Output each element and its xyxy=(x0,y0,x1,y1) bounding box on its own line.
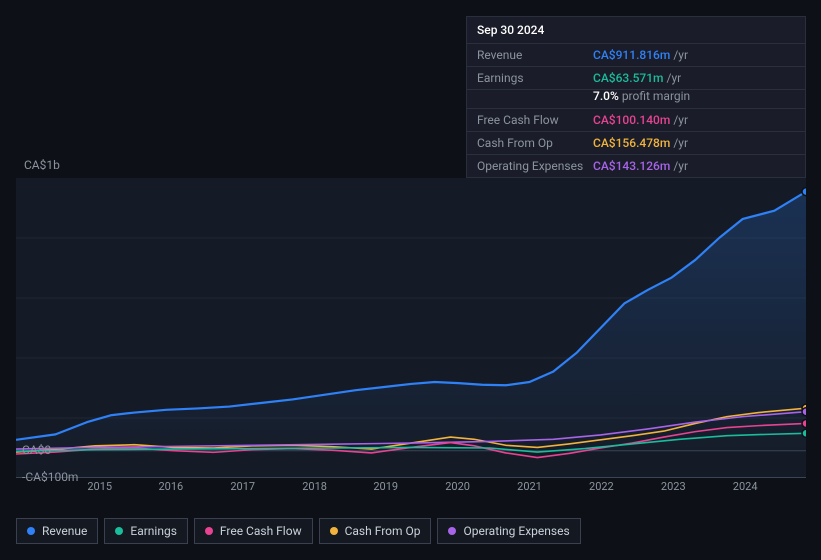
tooltip-row: RevenueCA$911.816m/yr xyxy=(467,44,805,67)
y-axis-zero-label: CA$0 xyxy=(22,443,51,457)
tooltip-row-value: CA$100.140m/yr xyxy=(593,113,688,127)
series-end-marker xyxy=(802,408,806,416)
x-tick: 2020 xyxy=(445,480,470,493)
x-tick: 2021 xyxy=(517,480,542,493)
legend-item-revenue[interactable]: Revenue xyxy=(16,518,98,544)
legend-dot-icon xyxy=(205,527,213,535)
tooltip-row-label: Cash From Op xyxy=(477,136,593,150)
tooltip-row-value: CA$911.816m/yr xyxy=(593,48,688,62)
legend-dot-icon xyxy=(330,527,338,535)
tooltip-row-value: CA$63.571m/yr xyxy=(593,71,681,85)
x-tick: 2015 xyxy=(87,480,112,493)
tooltip-subrow: 7.0% profit margin xyxy=(467,86,805,109)
tooltip-row-label: Free Cash Flow xyxy=(477,113,593,127)
chart-plot[interactable]: CA$0-CA$100m xyxy=(16,178,806,478)
x-tick: 2023 xyxy=(661,480,686,493)
legend-label: Revenue xyxy=(42,524,87,538)
chart-svg xyxy=(16,178,806,478)
tooltip-panel: Sep 30 2024 RevenueCA$911.816m/yrEarning… xyxy=(466,16,806,178)
tooltip-date: Sep 30 2024 xyxy=(467,17,805,44)
legend-label: Cash From Op xyxy=(345,524,421,538)
series-end-marker xyxy=(802,188,806,196)
legend-item-operating-expenses[interactable]: Operating Expenses xyxy=(437,518,580,544)
tooltip-row-value: CA$156.478m/yr xyxy=(593,136,688,150)
y-axis-top-label: CA$1b xyxy=(24,158,806,172)
x-tick: 2022 xyxy=(589,480,614,493)
legend-item-free-cash-flow[interactable]: Free Cash Flow xyxy=(194,518,313,544)
legend-label: Earnings xyxy=(130,524,177,538)
legend-dot-icon xyxy=(448,527,456,535)
x-axis: 2015 2016 2017 2018 2019 2020 2021 2022 2023 2024 xyxy=(16,480,806,498)
tooltip-row-label: Earnings xyxy=(477,71,593,85)
x-tick: 2017 xyxy=(230,480,255,493)
legend: Revenue Earnings Free Cash Flow Cash From O… xyxy=(16,518,581,544)
series-end-marker xyxy=(802,429,806,437)
x-tick: 2019 xyxy=(373,480,398,493)
legend-label: Operating Expenses xyxy=(463,524,569,538)
legend-dot-icon xyxy=(115,527,123,535)
legend-dot-icon xyxy=(27,527,35,535)
x-tick: 2016 xyxy=(158,480,183,493)
legend-item-cash-from-op[interactable]: Cash From Op xyxy=(319,518,432,544)
x-tick: 2018 xyxy=(302,480,327,493)
legend-item-earnings[interactable]: Earnings xyxy=(104,518,188,544)
legend-label: Free Cash Flow xyxy=(220,524,302,538)
x-tick: 2024 xyxy=(733,480,758,493)
tooltip-row-label: Revenue xyxy=(477,48,593,62)
tooltip-row: Free Cash FlowCA$100.140m/yr xyxy=(467,109,805,132)
chart-area: CA$1b CA$0-CA$100m 201520162017201820192… xyxy=(16,158,806,498)
tooltip-row: Cash From OpCA$156.478m/yr xyxy=(467,132,805,155)
series-end-marker xyxy=(802,419,806,427)
